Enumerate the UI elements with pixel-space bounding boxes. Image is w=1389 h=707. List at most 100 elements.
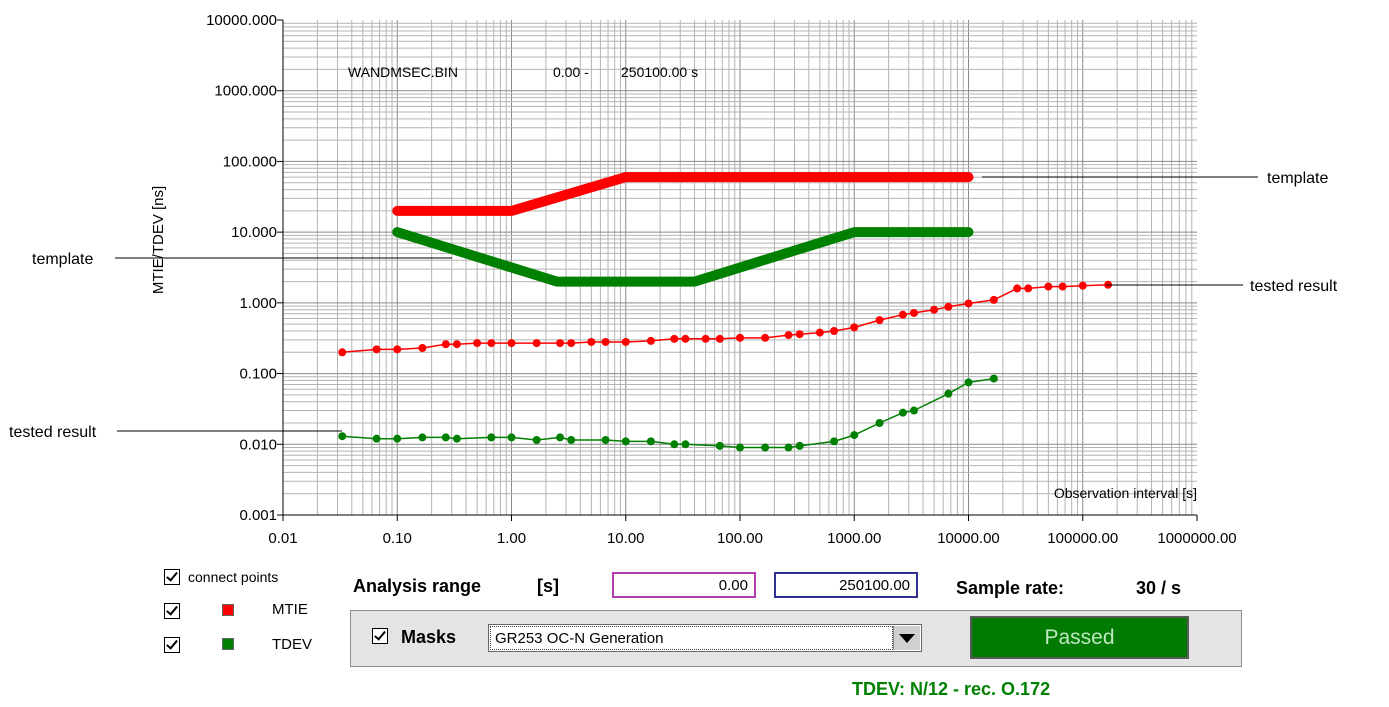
callout-tested-right: tested result — [1250, 278, 1338, 295]
tdev-result-point — [393, 434, 402, 443]
x-tick-label: 0.01 — [268, 530, 297, 547]
tdev-result-point — [736, 443, 744, 452]
mtie-label: MTIE — [272, 601, 308, 618]
tdev-result-point — [601, 435, 610, 444]
tdev-result-point — [830, 437, 839, 446]
tdev-result-point — [507, 433, 516, 442]
tdev-result-point — [761, 443, 770, 452]
tdev-result-point — [670, 440, 679, 449]
tdev-result-point — [964, 378, 973, 387]
plot-series — [338, 172, 1113, 452]
masks-checkbox[interactable] — [372, 628, 388, 644]
mtie-result-point — [1013, 284, 1022, 293]
tdev-result-point — [452, 434, 461, 443]
masks-dropdown-focus — [490, 626, 893, 650]
mtie-result-point — [338, 348, 347, 357]
tdev-result-point — [875, 418, 884, 427]
tdev-result-point — [441, 433, 450, 442]
y-axis-label: MTIE/TDEV [ns] — [150, 186, 167, 294]
tdev-result-point — [532, 435, 541, 444]
mtie-result-point — [989, 295, 998, 304]
y-tick-label: 1000.000 — [214, 83, 277, 100]
x-tick-label: 1.00 — [497, 530, 526, 547]
x-tick-label: 1000.00 — [827, 530, 881, 547]
mtie-result-point — [964, 299, 973, 308]
range-end-label: 250100.00 s — [621, 64, 698, 80]
mtie-result-point — [393, 345, 402, 354]
tdev-result-point — [944, 389, 953, 398]
mtie-result-point — [909, 308, 918, 317]
tdev-result-point — [646, 437, 655, 446]
mtie-color-swatch[interactable] — [222, 604, 234, 616]
x-tick-label: 100.00 — [717, 530, 763, 547]
connect-points-checkbox[interactable] — [164, 569, 180, 585]
tdev-label: TDEV — [272, 636, 313, 653]
mtie-result-point — [815, 328, 824, 337]
tdev-result-point — [850, 431, 859, 440]
masks-label: Masks — [401, 627, 457, 647]
mtie-result-point — [487, 339, 496, 348]
mtie-result-point — [1024, 284, 1033, 293]
mtie-result-point — [621, 337, 630, 346]
mtie-result-point — [507, 339, 516, 348]
mtie-result-point — [930, 305, 939, 314]
tdev-result-point — [418, 433, 427, 442]
mtie-result-point — [761, 333, 770, 342]
callout-tested-left: tested result — [9, 424, 97, 441]
mtie-result-point — [875, 316, 884, 325]
tdev-template-line — [392, 227, 974, 287]
x-tick-label: 0.10 — [383, 530, 412, 547]
x-tick-label: 10000.00 — [937, 530, 1000, 547]
mtie-result-point — [795, 330, 804, 339]
tdev-result-point — [567, 435, 576, 444]
masks-selected-value: GR253 OC-N Generation — [495, 630, 664, 647]
tdev-result-point — [487, 433, 496, 442]
tdev-result-point — [556, 433, 565, 442]
range-start-label: 0.00 - — [553, 64, 589, 80]
x-axis-label: Observation interval [s] — [1054, 485, 1197, 501]
mtie-result-point — [418, 343, 427, 352]
mtie-result-point — [784, 331, 793, 340]
tdev-checkbox[interactable] — [164, 637, 180, 653]
mtie-result-point — [850, 323, 859, 332]
status-badge: Passed — [970, 616, 1189, 659]
mtie-result-point — [372, 345, 381, 354]
mtie-checkbox[interactable] — [164, 603, 180, 619]
mtie-result-point — [715, 334, 724, 343]
mtie-result-point — [556, 339, 565, 348]
mtie-result-line — [341, 284, 1109, 354]
analysis-range-label: Analysis range — [353, 576, 482, 596]
mtie-result-point — [1044, 282, 1053, 291]
x-tick-label: 10.00 — [607, 530, 645, 547]
x-tick-label: 100000.00 — [1047, 530, 1118, 547]
axis-tick-labels: 0.01 0.10 1.00 10.00 100.00 1000.00 10000.00 10… — [206, 12, 1237, 547]
sample-rate-value: 30 / s — [1136, 578, 1182, 598]
tdev-result-point — [898, 408, 907, 417]
mtie-result-point — [736, 333, 744, 342]
tdev-result-point — [338, 432, 347, 441]
plot-grid — [282, 20, 1197, 516]
y-tick-label: 0.001 — [239, 507, 277, 524]
analysis-end-input[interactable]: 250100.00 — [774, 572, 918, 598]
tdev-result-point — [909, 406, 918, 415]
mtie-result-point — [1078, 281, 1087, 290]
y-tick-label: 100.000 — [223, 153, 277, 170]
mtie-result-point — [532, 339, 541, 348]
mtie-result-point — [646, 336, 655, 345]
mtie-result-point — [441, 340, 450, 349]
y-tick-label: 10000.000 — [206, 12, 277, 29]
analysis-start-input[interactable]: 0.00 — [612, 572, 756, 598]
footer-status-text: TDEV: N/12 - rec. O.172 — [852, 679, 1051, 699]
file-name-label: WANDMSEC.BIN — [348, 64, 458, 80]
mtie-result-point — [670, 334, 679, 343]
tdev-color-swatch[interactable] — [222, 638, 234, 650]
chevron-down-icon[interactable] — [893, 626, 920, 650]
plot-axes — [277, 19, 1198, 521]
y-tick-label: 10.000 — [231, 224, 277, 241]
masks-dropdown[interactable]: GR253 OC-N Generation — [488, 624, 922, 652]
tdev-result-point — [989, 374, 998, 383]
mtie-result-point — [1058, 282, 1067, 291]
sample-rate-label: Sample rate: — [956, 578, 1065, 598]
tdev-result-point — [372, 434, 381, 443]
